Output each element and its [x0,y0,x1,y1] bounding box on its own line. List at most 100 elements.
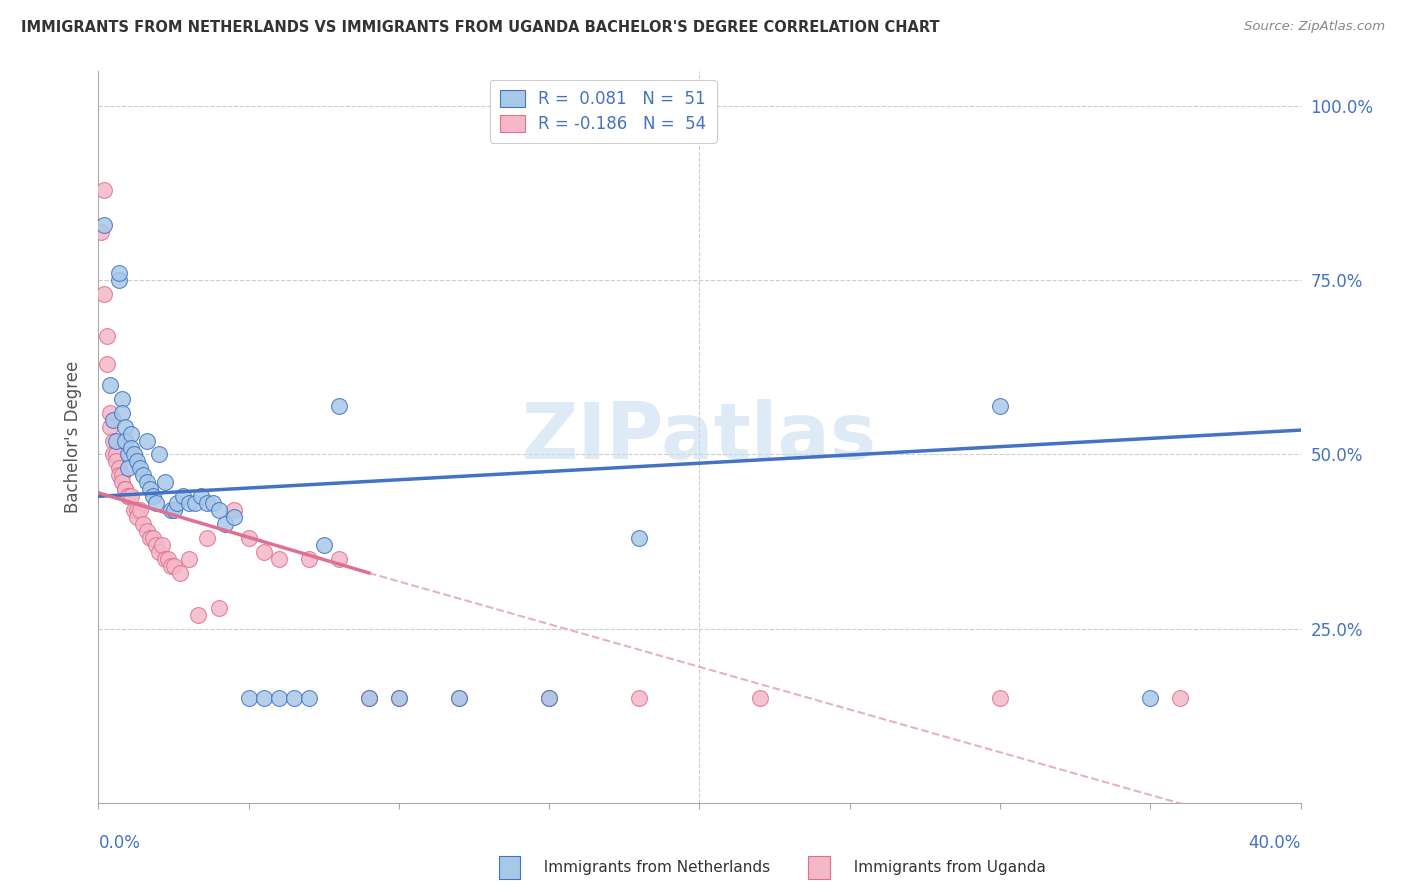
Point [114,483,136,497]
Point [108,273,131,287]
Point [538,691,561,706]
Point [96,357,118,371]
Text: IMMIGRANTS FROM NETHERLANDS VS IMMIGRANTS FROM UGANDA BACHELOR'S DEGREE CORRELAT: IMMIGRANTS FROM NETHERLANDS VS IMMIGRANT… [21,20,939,35]
Point [312,538,335,552]
Point [388,691,411,706]
Point [988,399,1011,413]
Point [195,531,218,545]
Point [253,691,276,706]
Point [93,218,115,232]
Point [117,461,139,475]
Point [132,468,155,483]
Point [141,489,163,503]
Point [447,691,470,706]
Text: Immigrants from Netherlands: Immigrants from Netherlands [534,860,770,874]
Point [103,412,125,426]
Y-axis label: Bachelor's Degree: Bachelor's Degree [65,361,83,513]
Point [283,691,305,706]
Point [103,448,125,462]
Point [100,419,122,434]
Point [105,448,128,462]
Point [117,448,139,462]
Point [132,517,155,532]
Point [166,496,188,510]
Point [114,483,136,497]
Point [159,558,181,573]
Point [222,503,245,517]
Point [124,503,146,517]
Point [447,691,470,706]
Point [121,426,143,441]
Point [538,691,561,706]
Point [153,475,176,490]
Point [127,503,149,517]
Point [328,399,350,413]
Point [298,552,321,566]
Point [148,448,170,462]
Point [105,434,128,448]
Point [748,691,770,706]
Point [117,489,139,503]
Point [111,475,134,490]
Point [388,691,411,706]
Point [1139,691,1161,706]
Point [988,691,1011,706]
Point [93,183,115,197]
Point [90,225,112,239]
Point [121,489,143,503]
Point [121,441,143,455]
Point [201,496,224,510]
Point [114,419,136,434]
Point [148,545,170,559]
Point [150,538,173,552]
Legend: R =  0.081   N =  51, R = -0.186   N =  54: R = 0.081 N = 51, R = -0.186 N = 54 [491,79,717,143]
Point [238,531,260,545]
Point [124,448,146,462]
Point [145,538,167,552]
Point [153,552,176,566]
Point [100,406,122,420]
Point [214,517,236,532]
Point [127,454,149,468]
Point [183,496,205,510]
Point [208,600,231,615]
Point [111,392,134,406]
Point [156,552,179,566]
Point [108,468,131,483]
Text: ZIPatlas: ZIPatlas [522,399,877,475]
Point [169,566,191,580]
Point [96,329,118,343]
Point [253,545,276,559]
Point [238,691,260,706]
Text: Source: ZipAtlas.com: Source: ZipAtlas.com [1244,20,1385,33]
Point [135,434,157,448]
Point [208,503,231,517]
Point [108,266,131,280]
Text: 40.0%: 40.0% [1249,834,1301,852]
Point [111,468,134,483]
Point [111,406,134,420]
Point [190,489,212,503]
Point [93,287,115,301]
Point [108,461,131,475]
Point [162,558,184,573]
Point [141,531,163,545]
Point [177,496,200,510]
Text: Immigrants from Uganda: Immigrants from Uganda [844,860,1046,874]
Point [129,503,152,517]
Point [135,524,157,538]
Point [195,496,218,510]
Text: 0.0%: 0.0% [98,834,141,852]
Point [100,377,122,392]
Point [129,461,152,475]
Point [114,434,136,448]
Point [628,531,651,545]
Point [159,503,181,517]
Point [187,607,209,622]
Point [357,691,380,706]
Point [138,483,160,497]
Point [162,503,184,517]
Point [105,454,128,468]
Point [267,552,290,566]
Point [357,691,380,706]
